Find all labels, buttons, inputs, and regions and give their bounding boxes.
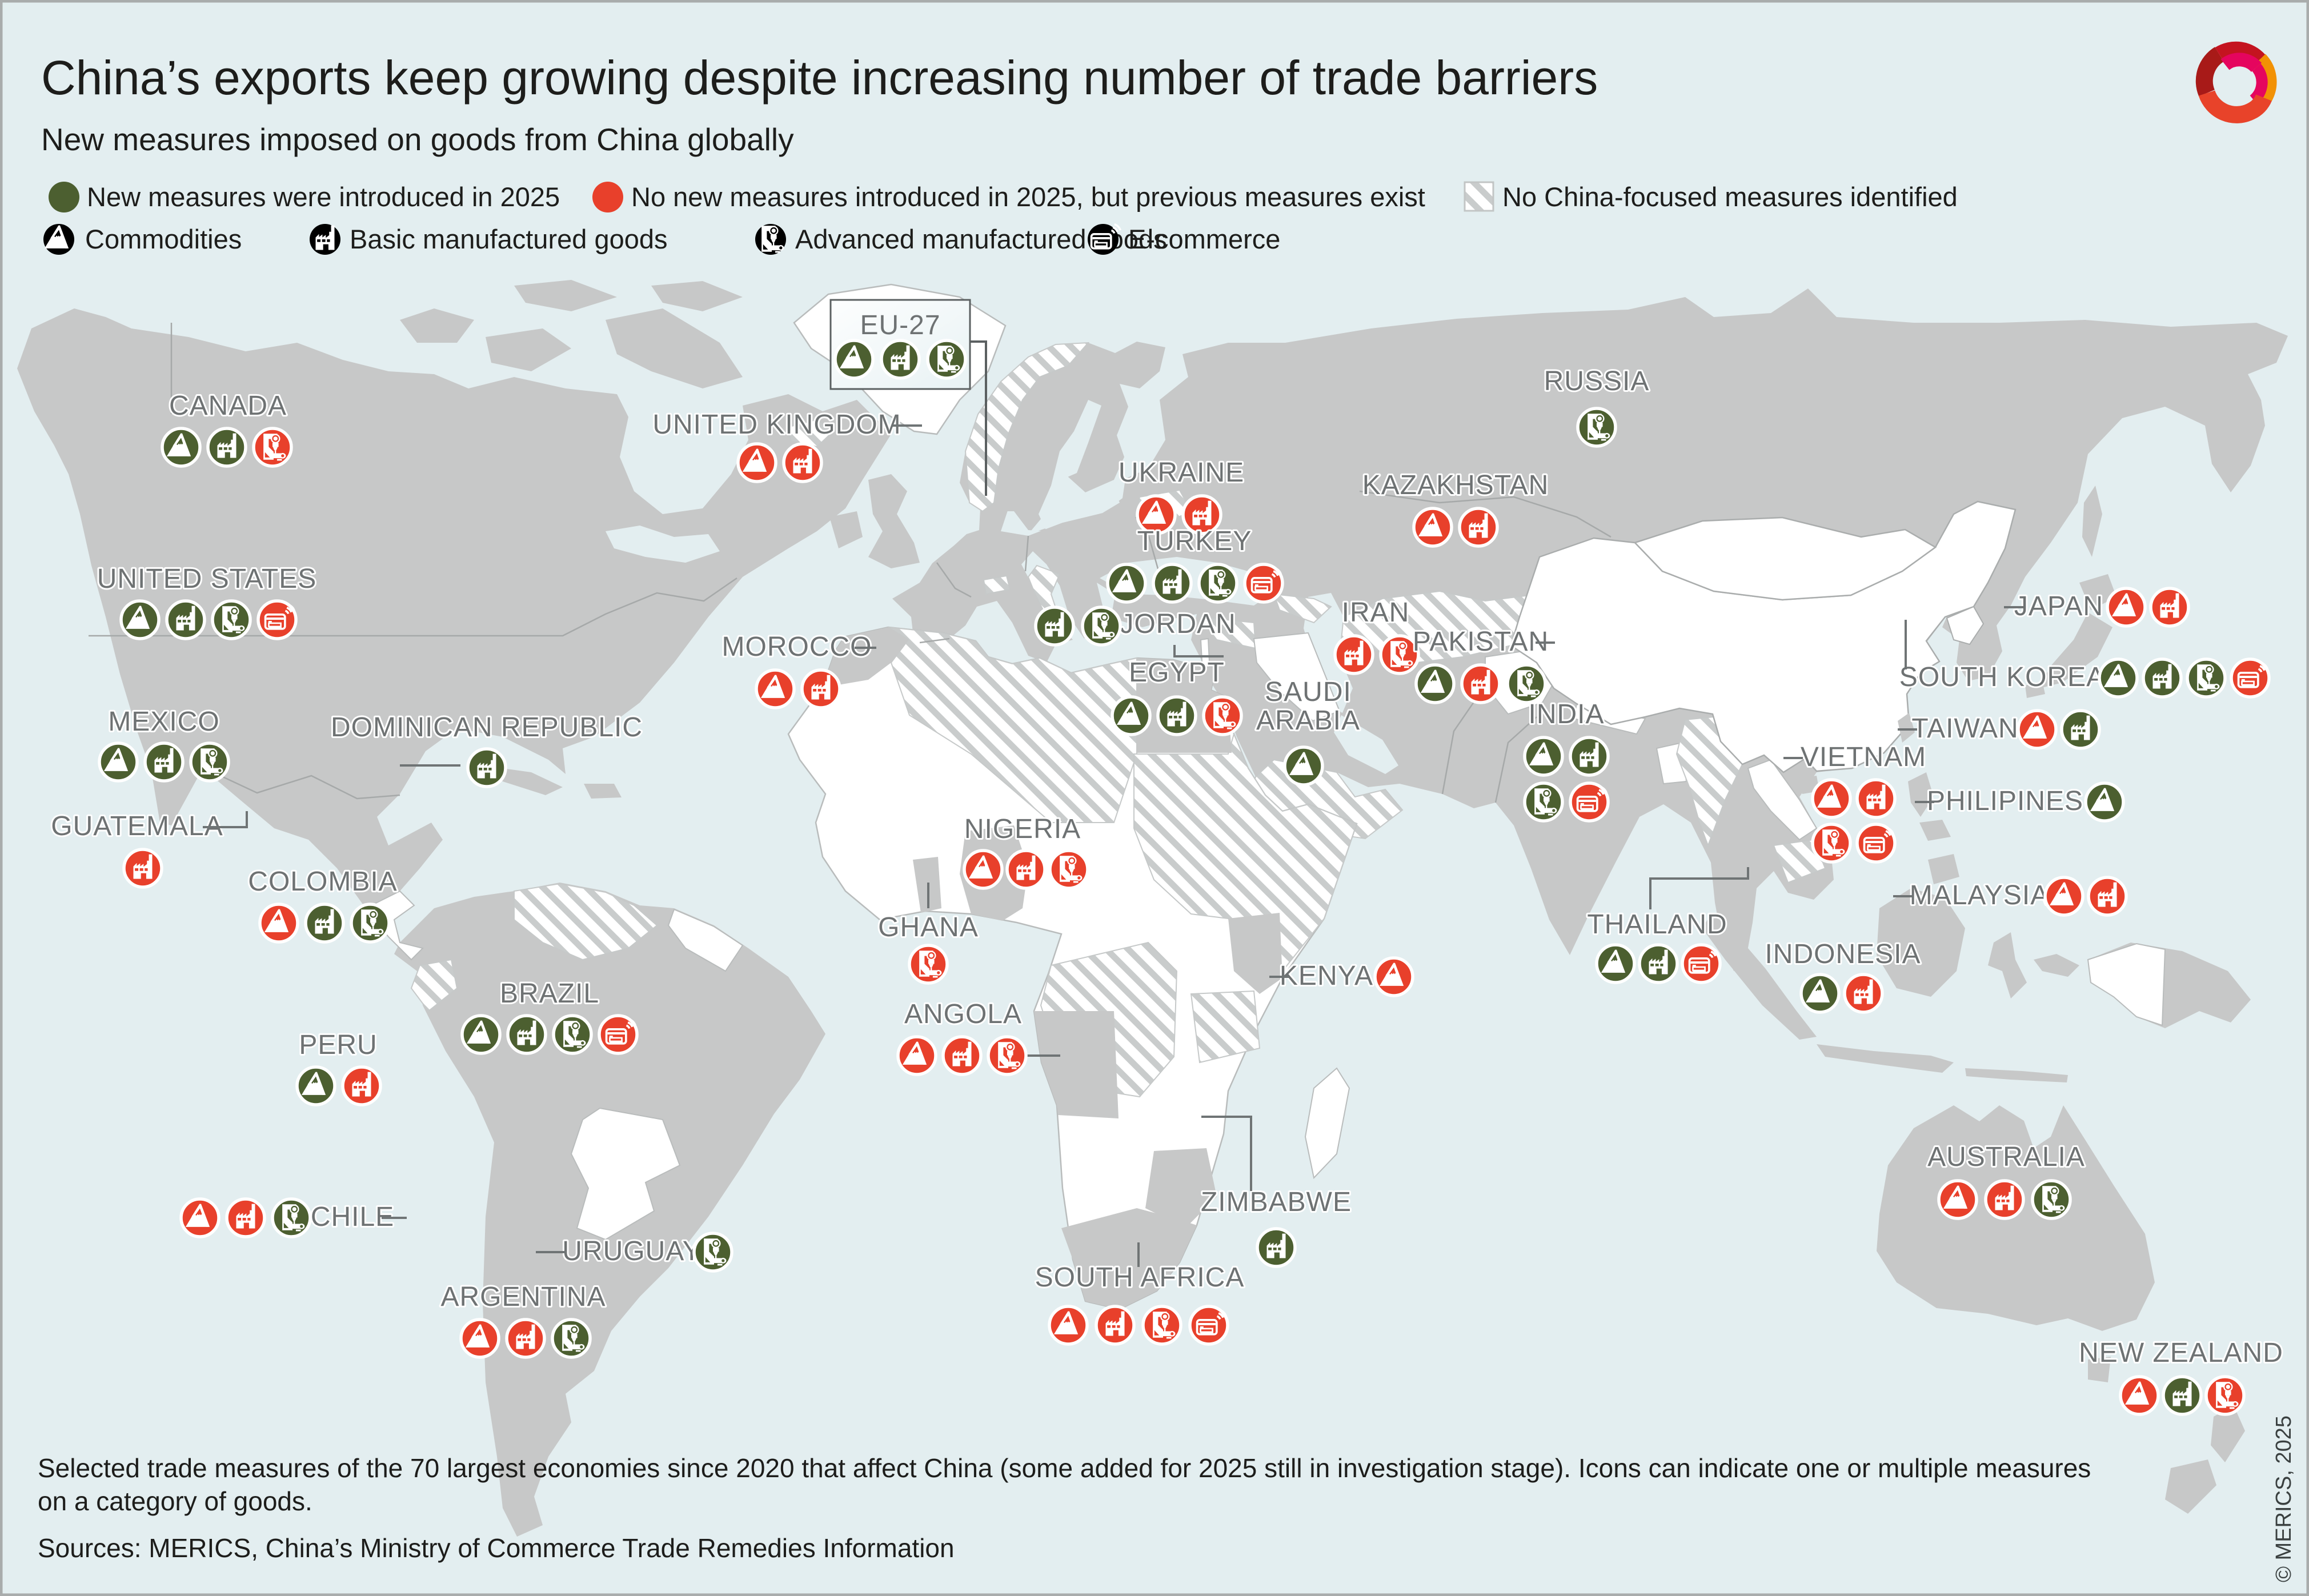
svg-text:Commodities: Commodities bbox=[85, 224, 242, 254]
svg-text:Sources: MERICS, China’s Minis: Sources: MERICS, China’s Ministry of Com… bbox=[38, 1533, 955, 1563]
svg-text:IRAN: IRAN bbox=[1342, 598, 1410, 628]
svg-text:COLOMBIA: COLOMBIA bbox=[248, 867, 397, 897]
svg-text:New measures were introduced i: New measures were introduced in 2025 bbox=[87, 182, 560, 212]
svg-text:VIETNAM: VIETNAM bbox=[1801, 742, 1926, 772]
svg-text:UNITED STATES: UNITED STATES bbox=[97, 564, 317, 594]
svg-text:China’s exports keep growing d: China’s exports keep growing despite inc… bbox=[41, 51, 1598, 105]
svg-text:BRAZIL: BRAZIL bbox=[500, 979, 599, 1009]
svg-text:on a category of goods.: on a category of goods. bbox=[38, 1486, 312, 1516]
svg-text:URUGUAY: URUGUAY bbox=[562, 1236, 701, 1266]
svg-text:DOMINICAN REPUBLIC: DOMINICAN REPUBLIC bbox=[331, 712, 643, 743]
svg-text:INDIA: INDIA bbox=[1528, 699, 1604, 729]
svg-text:GUATEMALA: GUATEMALA bbox=[51, 811, 223, 841]
svg-text:E-commerce: E-commerce bbox=[1128, 224, 1280, 254]
svg-text:ZIMBABWE: ZIMBABWE bbox=[1201, 1187, 1352, 1217]
svg-text:NIGERIA: NIGERIA bbox=[964, 814, 1081, 844]
svg-text:New measures imposed on goods: New measures imposed on goods from China… bbox=[41, 122, 794, 157]
svg-text:ARGENTINA: ARGENTINA bbox=[440, 1282, 606, 1312]
svg-text:JAPAN: JAPAN bbox=[2014, 591, 2103, 621]
svg-text:INDONESIA: INDONESIA bbox=[1765, 939, 1921, 969]
svg-text:MALAYSIA: MALAYSIA bbox=[1910, 880, 2050, 911]
svg-text:NEW ZEALAND: NEW ZEALAND bbox=[2079, 1338, 2283, 1368]
svg-text:MOROCCO: MOROCCO bbox=[722, 632, 872, 662]
svg-text:Basic manufactured goods: Basic manufactured goods bbox=[350, 224, 668, 254]
svg-text:UNITED KINGDOM: UNITED KINGDOM bbox=[652, 410, 901, 440]
svg-text:KENYA: KENYA bbox=[1280, 961, 1373, 991]
svg-text:PAKISTAN: PAKISTAN bbox=[1413, 627, 1549, 657]
svg-text:SOUTH KOREA: SOUTH KOREA bbox=[1899, 662, 2105, 692]
svg-text:ARABIA: ARABIA bbox=[1256, 705, 1360, 736]
svg-text:UKRAINE: UKRAINE bbox=[1119, 458, 1244, 488]
svg-text:ANGOLA: ANGOLA bbox=[904, 999, 1022, 1029]
svg-text:PERU: PERU bbox=[299, 1030, 377, 1060]
svg-text:SAUDI: SAUDI bbox=[1265, 677, 1352, 707]
svg-text:SOUTH AFRICA: SOUTH AFRICA bbox=[1035, 1262, 1245, 1293]
svg-text:MEXICO: MEXICO bbox=[108, 707, 219, 737]
svg-text:EGYPT: EGYPT bbox=[1129, 657, 1225, 688]
svg-text:CHILE: CHILE bbox=[311, 1202, 394, 1232]
svg-text:EU-27: EU-27 bbox=[860, 310, 940, 340]
svg-text:No new measures introduced in: No new measures introduced in 2025, but … bbox=[631, 182, 1425, 212]
svg-text:THAILAND: THAILAND bbox=[1587, 909, 1727, 940]
svg-text:TAIWAN: TAIWAN bbox=[1911, 713, 2018, 744]
svg-text:KAZAKHSTAN: KAZAKHSTAN bbox=[1362, 470, 1549, 500]
svg-text:JORDAN: JORDAN bbox=[1120, 609, 1236, 639]
svg-text:No China-focused measures iden: No China-focused measures identified bbox=[1502, 182, 1958, 212]
svg-text:TURKEY: TURKEY bbox=[1137, 526, 1252, 556]
svg-text:PHILIPINES: PHILIPINES bbox=[1927, 786, 2083, 816]
svg-text:AUSTRALIA: AUSTRALIA bbox=[1927, 1142, 2085, 1172]
svg-text:© MERICS, 2025: © MERICS, 2025 bbox=[2272, 1415, 2296, 1582]
svg-text:RUSSIA: RUSSIA bbox=[1544, 366, 1650, 396]
svg-text:GHANA: GHANA bbox=[878, 912, 979, 943]
svg-text:CANADA: CANADA bbox=[169, 391, 287, 421]
svg-text:Selected trade measures of the: Selected trade measures of the 70 larges… bbox=[38, 1453, 2091, 1483]
